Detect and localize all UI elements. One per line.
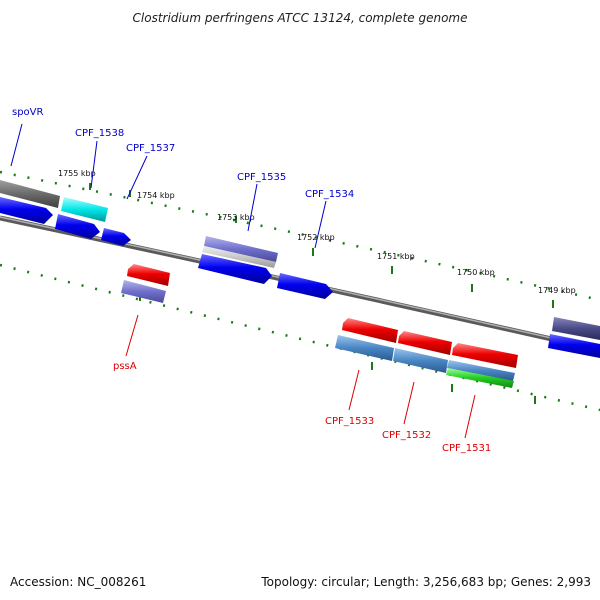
leader-line [126, 155, 148, 200]
gene-feature[interactable] [393, 348, 448, 373]
gene-feature[interactable] [452, 343, 518, 368]
gene-label: CPF_1534 [305, 189, 354, 200]
gene-feature[interactable] [335, 335, 394, 361]
gene-feature[interactable] [398, 331, 452, 355]
leader-line [90, 140, 98, 189]
gene-feature[interactable] [342, 318, 398, 343]
gene-feature[interactable] [0, 197, 53, 224]
gene-label: CPF_1533 [325, 416, 374, 427]
gene-feature[interactable] [127, 264, 170, 286]
gene-label: CPF_1538 [75, 128, 124, 139]
reverse-features [121, 264, 518, 388]
gene-feature[interactable] [552, 317, 600, 340]
leader-line [125, 314, 139, 357]
leader-line [348, 369, 360, 411]
gene-label: CPF_1535 [237, 172, 286, 183]
gene-feature[interactable] [548, 334, 600, 358]
gene-feature[interactable] [202, 246, 276, 268]
gene-label: spoVR [12, 107, 44, 118]
gene-feature[interactable] [121, 280, 166, 303]
gene-label: CPF_1532 [382, 430, 431, 441]
inner-tick-track [0, 263, 600, 412]
outer-tick-track [0, 170, 600, 302]
kbp-label: 1749 kbp [538, 286, 576, 295]
leader-line [314, 200, 327, 249]
gene-feature[interactable] [61, 197, 108, 222]
gene-feature[interactable] [0, 180, 60, 208]
gene-feature[interactable] [198, 254, 272, 284]
gene-label: pssA [113, 361, 137, 372]
gene-feature[interactable] [101, 228, 131, 246]
leader-line [247, 183, 258, 232]
gene-label: CPF_1531 [442, 443, 491, 454]
reverse-leaders [125, 314, 476, 439]
forward-features [0, 180, 600, 358]
gene-feature[interactable] [277, 273, 333, 299]
kbp-label: 1752 kbp [297, 233, 335, 242]
gene-feature[interactable] [447, 360, 515, 381]
gene-feature[interactable] [55, 214, 100, 239]
kbp-label: 1755 kbp [58, 169, 96, 178]
kbp-label: 1751 kbp [377, 252, 415, 261]
accession-text: Accession: NC_008261 [10, 575, 146, 589]
kbp-label: 1750 kbp [457, 268, 495, 277]
kbp-label: 1753 kbp [217, 213, 255, 222]
gene-feature[interactable] [446, 368, 514, 388]
gene-label: CPF_1537 [126, 143, 175, 154]
leader-line [10, 123, 23, 167]
leader-line [403, 381, 415, 425]
forward-leaders [10, 123, 327, 249]
gene-feature[interactable] [204, 236, 278, 262]
kbp-label: 1754 kbp [137, 191, 175, 200]
leader-line [464, 394, 476, 439]
map-title: Clostridium perfringens ATCC 13124, comp… [133, 11, 468, 25]
genome-summary-text: Topology: circular; Length: 3,256,683 bp… [260, 575, 591, 589]
